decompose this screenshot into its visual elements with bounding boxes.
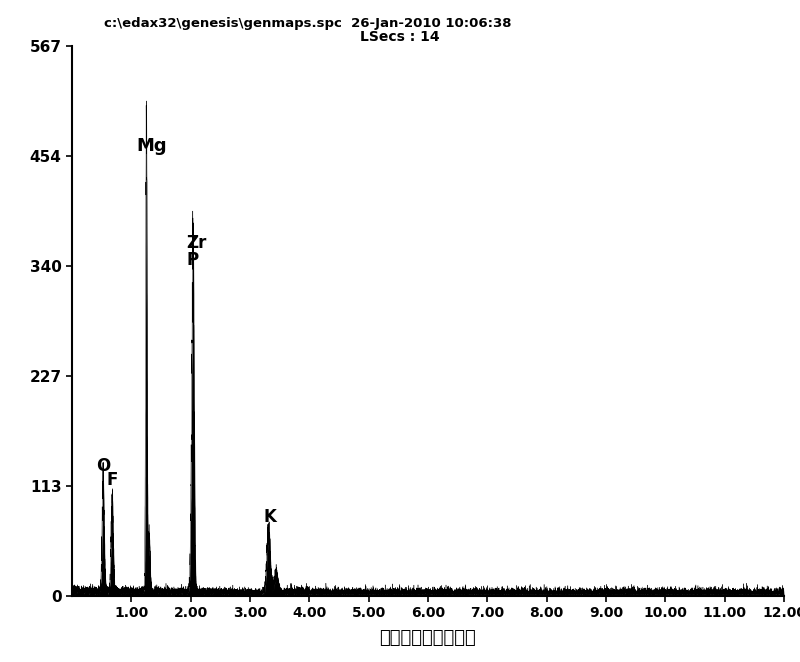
Text: P: P	[186, 251, 198, 269]
Text: LSecs : 14: LSecs : 14	[360, 30, 440, 44]
Text: Mg: Mg	[136, 137, 166, 155]
Text: K: K	[263, 508, 276, 526]
Text: c:\edax32\genesis\genmaps.spc  26-Jan-2010 10:06:38: c:\edax32\genesis\genmaps.spc 26-Jan-201…	[104, 17, 511, 30]
X-axis label: 能量（千电子伏特）: 能量（千电子伏特）	[380, 628, 476, 647]
Text: Zr: Zr	[186, 234, 207, 252]
Text: O: O	[96, 457, 110, 475]
Text: F: F	[106, 471, 118, 489]
